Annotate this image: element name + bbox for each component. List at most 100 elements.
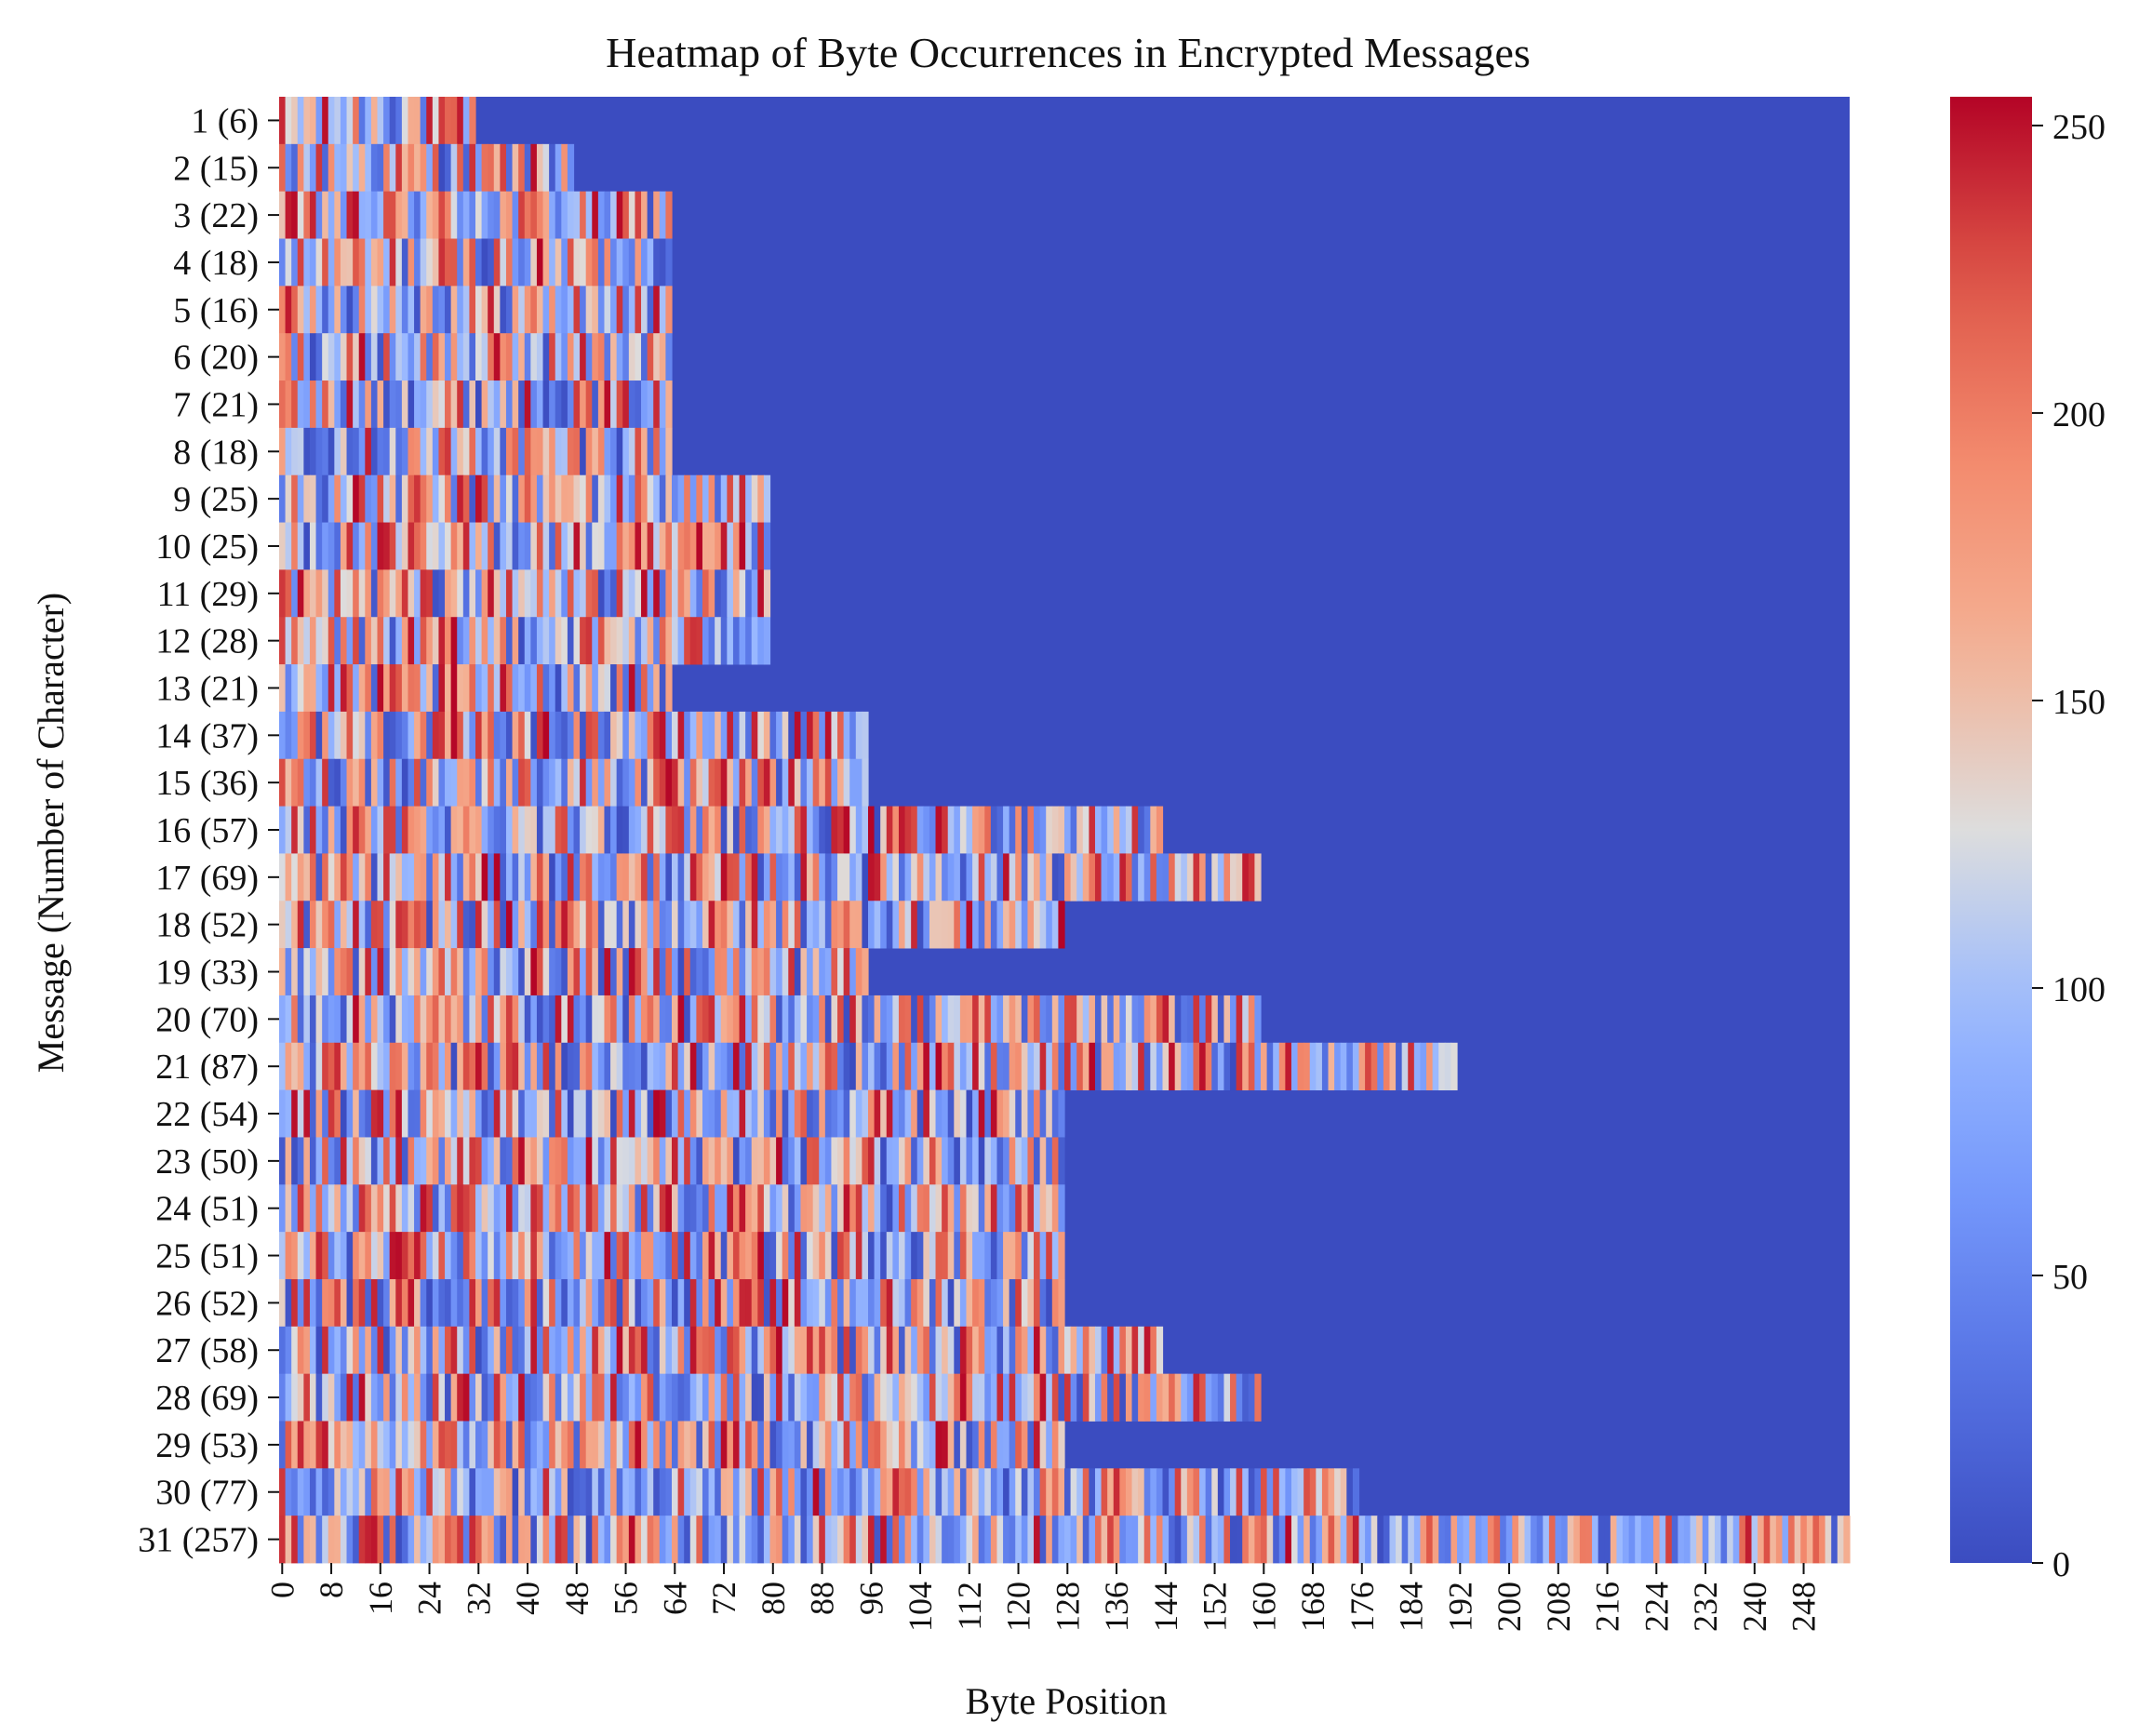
- heatmap-cell: [438, 1278, 446, 1328]
- heatmap-cell: [401, 711, 409, 760]
- heatmap-cell: [377, 97, 384, 145]
- heatmap-cell: [505, 522, 514, 570]
- x-tick-label: 248: [1785, 1582, 1823, 1632]
- heatmap-cell: [849, 1468, 857, 1516]
- heatmap-cell: [401, 1042, 409, 1091]
- heatmap-cell: [542, 286, 550, 334]
- heatmap-cell: [1046, 1421, 1053, 1469]
- y-tick-label: 5 (16): [173, 291, 259, 330]
- heatmap-cell: [469, 143, 476, 193]
- heatmap-cell: [450, 1278, 458, 1328]
- heatmap-cell: [328, 664, 335, 713]
- heatmap-cell: [549, 1326, 556, 1375]
- heatmap-cell: [672, 901, 679, 949]
- heatmap-cell: [622, 1326, 630, 1375]
- heatmap-cell: [659, 1326, 666, 1375]
- heatmap-cell: [408, 1184, 415, 1233]
- heatmap-cell: [610, 1421, 618, 1469]
- heatmap-cell: [898, 1137, 906, 1185]
- heatmap-cell: [1003, 1516, 1010, 1564]
- colorbar-gradient: [1950, 97, 2032, 1563]
- heatmap-cell: [426, 853, 434, 901]
- heatmap-cell: [659, 853, 666, 901]
- heatmap-cell: [1843, 1516, 1851, 1564]
- heatmap-cell: [1242, 853, 1250, 901]
- heatmap-cell: [776, 853, 783, 901]
- heatmap-cell: [488, 238, 495, 287]
- heatmap-cell: [807, 1326, 814, 1375]
- heatmap-cell: [370, 1232, 379, 1280]
- heatmap-cell: [297, 1232, 304, 1280]
- heatmap-cell: [1101, 1516, 1108, 1564]
- heatmap-cell: [1230, 1042, 1237, 1091]
- heatmap-cell: [800, 1089, 808, 1138]
- heatmap-cell: [1162, 1042, 1170, 1091]
- heatmap-cell: [862, 1278, 869, 1328]
- heatmap-cell: [505, 1232, 514, 1280]
- heatmap-cell: [904, 806, 912, 854]
- heatmap-cell: [1051, 1421, 1059, 1469]
- heatmap-cell: [285, 617, 292, 665]
- heatmap-cell: [524, 1089, 531, 1138]
- heatmap-cell: [1211, 1516, 1219, 1564]
- heatmap-cell: [653, 427, 661, 476]
- heatmap-cell: [488, 191, 495, 239]
- heatmap-cell: [561, 1278, 568, 1328]
- heatmap-cell: [1150, 853, 1157, 901]
- heatmap-cell: [493, 664, 501, 713]
- heatmap-cell: [622, 286, 630, 334]
- heatmap-cell: [677, 853, 685, 901]
- heatmap-cell: [1169, 1516, 1176, 1564]
- heatmap-cell: [592, 758, 599, 807]
- heatmap-cell: [438, 286, 446, 334]
- heatmap-cell: [340, 1278, 348, 1328]
- heatmap-cell: [500, 806, 507, 854]
- heatmap-cell: [935, 1089, 942, 1138]
- heatmap-cell: [370, 1468, 379, 1516]
- heatmap-cell: [1616, 1516, 1624, 1564]
- heatmap-cell: [604, 1137, 611, 1185]
- heatmap-cell: [377, 1468, 384, 1516]
- heatmap-cell: [408, 143, 415, 193]
- heatmap-cell: [990, 1373, 998, 1422]
- heatmap-cell: [401, 143, 409, 193]
- heatmap-cell: [751, 617, 758, 665]
- heatmap-cell: [580, 1184, 587, 1233]
- heatmap-cell: [708, 758, 715, 807]
- heatmap-cell: [555, 286, 562, 334]
- heatmap-cell: [438, 1184, 446, 1233]
- heatmap-cell: [315, 474, 323, 523]
- heatmap-cell: [530, 806, 538, 854]
- heatmap-cell: [328, 238, 335, 287]
- heatmap-cell: [303, 191, 311, 239]
- heatmap-cell: [389, 427, 396, 476]
- heatmap-cell: [462, 143, 470, 193]
- heatmap-cell: [1027, 1326, 1035, 1375]
- heatmap-cell: [819, 1042, 826, 1091]
- heatmap-cell: [751, 1468, 758, 1516]
- heatmap-cell: [898, 853, 906, 901]
- heatmap-cell: [450, 853, 458, 901]
- heatmap-cell: [389, 522, 396, 570]
- heatmap-cell: [365, 1232, 372, 1280]
- heatmap-cell: [689, 806, 697, 854]
- heatmap-cell: [389, 238, 396, 287]
- heatmap-cell: [469, 97, 476, 145]
- heatmap-cell: [1046, 1278, 1053, 1328]
- heatmap-cell: [812, 901, 820, 949]
- heatmap-cell: [616, 333, 623, 381]
- heatmap-cell: [610, 381, 618, 429]
- heatmap-cell: [720, 711, 728, 760]
- heatmap-cell: [923, 995, 930, 1044]
- heatmap-cell: [904, 1326, 912, 1375]
- heatmap-cell: [739, 1137, 746, 1185]
- heatmap-cell: [432, 1042, 440, 1091]
- heatmap-cell: [715, 1373, 722, 1422]
- heatmap-cell: [672, 617, 679, 665]
- heatmap-cell: [445, 758, 452, 807]
- heatmap-cell: [432, 191, 440, 239]
- heatmap-cell: [279, 97, 287, 145]
- heatmap-cell: [739, 1468, 746, 1516]
- heatmap-cell: [1015, 1184, 1023, 1233]
- heatmap-cell: [322, 191, 329, 239]
